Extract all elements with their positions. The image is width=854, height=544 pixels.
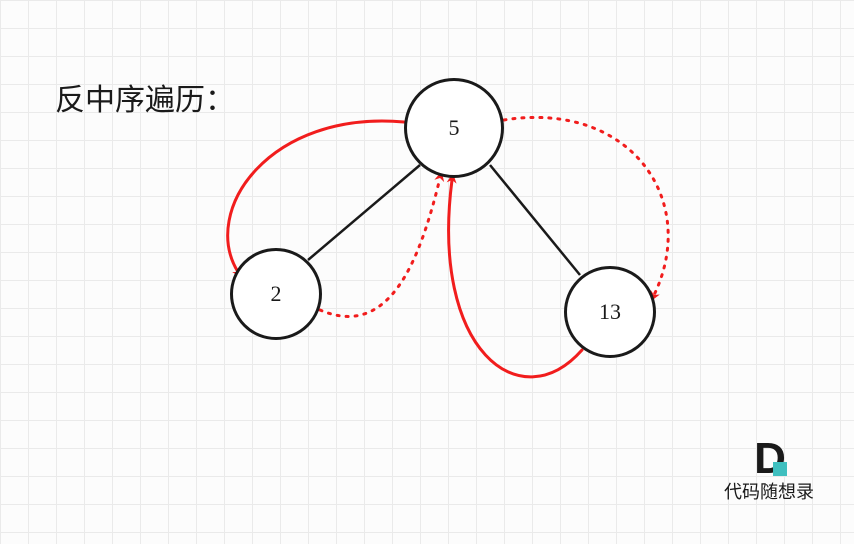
node-label: 5	[449, 115, 460, 141]
node-root: 5	[404, 78, 504, 178]
watermark-logo-icon: D	[754, 434, 784, 484]
node-right: 13	[564, 266, 656, 358]
watermark: D 代码随想录	[724, 434, 814, 504]
node-label: 13	[599, 299, 621, 325]
diagram-title: 反中序遍历：	[55, 75, 235, 119]
node-left: 2	[230, 248, 322, 340]
node-label: 2	[271, 281, 282, 307]
